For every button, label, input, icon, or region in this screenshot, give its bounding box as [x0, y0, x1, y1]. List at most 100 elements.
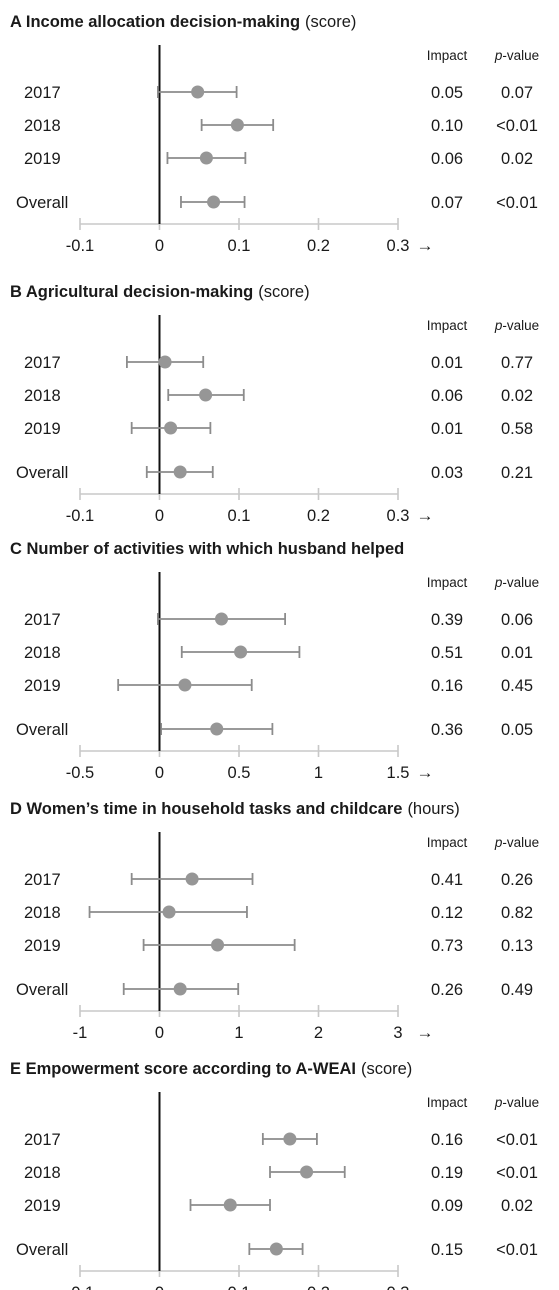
- p-value: 0.45: [501, 677, 533, 695]
- impact-value: 0.01: [431, 354, 463, 372]
- estimate-row: 2017 0.01 0.77: [24, 354, 533, 372]
- p-value: 0.21: [501, 464, 533, 482]
- x-tick-label: -0.5: [66, 764, 94, 782]
- impact-column-header: Impact: [427, 575, 468, 590]
- right-arrow-icon: →: [417, 506, 434, 525]
- panel-unit: (score): [305, 13, 356, 31]
- panel-unit: (score): [258, 283, 309, 301]
- row-label: 2018: [24, 644, 61, 662]
- x-tick-label: -1: [73, 1024, 88, 1042]
- impact-value: 0.06: [431, 387, 463, 405]
- row-label: Overall: [16, 981, 68, 999]
- point-estimate: [300, 1165, 314, 1179]
- panel-e: E Empowerment score according to A-WEAI (…: [10, 1060, 539, 1290]
- estimate-row: 2019 0.09 0.02: [24, 1197, 533, 1215]
- estimate-row: 2017 0.05 0.07: [24, 84, 533, 102]
- point-estimate: [199, 388, 213, 402]
- row-label: 2017: [24, 871, 61, 889]
- p-value: 0.13: [501, 937, 533, 955]
- impact-column-header: Impact: [427, 1095, 468, 1110]
- point-estimate: [158, 355, 172, 369]
- estimate-row: 2018 0.19 <0.01: [24, 1164, 538, 1182]
- panel-unit: (hours): [407, 800, 459, 818]
- x-tick-label: 0.3: [387, 1284, 410, 1290]
- x-tick-label: 0: [155, 507, 164, 525]
- estimate-row: 2019 0.01 0.58: [24, 420, 533, 438]
- x-tick-label: -0.1: [66, 1284, 94, 1290]
- x-tick-label: 0.2: [307, 237, 330, 255]
- x-tick-label: 0.2: [307, 1284, 330, 1290]
- right-arrow-icon: →: [417, 1283, 434, 1290]
- point-estimate: [178, 678, 192, 692]
- row-label: 2018: [24, 1164, 61, 1182]
- row-label: Overall: [16, 1241, 68, 1259]
- p-value: 0.49: [501, 981, 533, 999]
- point-estimate: [223, 1198, 237, 1212]
- x-tick-label: 0.3: [387, 507, 410, 525]
- point-estimate: [215, 612, 229, 626]
- panel-a: A Income allocation decision-making (scor…: [10, 13, 539, 255]
- impact-value: 0.01: [431, 420, 463, 438]
- estimate-row: Overall 0.26 0.49: [16, 981, 533, 999]
- panel-unit: (score): [361, 1060, 412, 1078]
- p-italic: p: [494, 835, 503, 850]
- row-label: 2018: [24, 387, 61, 405]
- estimate-row: 2019 0.73 0.13: [24, 937, 533, 955]
- impact-value: 0.16: [431, 677, 463, 695]
- impact-value: 0.36: [431, 721, 463, 739]
- p-value: 0.82: [501, 904, 533, 922]
- impact-value: 0.26: [431, 981, 463, 999]
- x-tick-label: 0: [155, 1284, 164, 1290]
- panel-letter: A: [10, 13, 26, 31]
- row-label: 2019: [24, 937, 61, 955]
- row-label: 2017: [24, 1131, 61, 1149]
- point-estimate: [269, 1242, 283, 1256]
- p-suffix: -value: [502, 575, 539, 590]
- p-italic: p: [494, 318, 503, 333]
- panel-title-text: Number of activities with which husband …: [27, 540, 405, 558]
- impact-value: 0.41: [431, 871, 463, 889]
- x-tick-label: 0: [155, 1024, 164, 1042]
- row-label: Overall: [16, 194, 68, 212]
- impact-value: 0.09: [431, 1197, 463, 1215]
- x-tick-label: 1: [234, 1024, 243, 1042]
- panel-d: D Women’s time in household tasks and ch…: [10, 800, 539, 1042]
- estimate-row: 2018 0.12 0.82: [24, 904, 533, 922]
- p-value: <0.01: [496, 1131, 538, 1149]
- row-label: 2019: [24, 677, 61, 695]
- p-value: 0.26: [501, 871, 533, 889]
- panel-title-text: Income allocation decision-making: [26, 13, 300, 31]
- right-arrow-icon: →: [417, 1023, 434, 1042]
- impact-value: 0.07: [431, 194, 463, 212]
- row-label: 2019: [24, 420, 61, 438]
- impact-value: 0.16: [431, 1131, 463, 1149]
- impact-value: 0.73: [431, 937, 463, 955]
- x-tick-label: 1: [314, 764, 323, 782]
- panel-title: B Agricultural decision-making (score): [10, 283, 310, 301]
- impact-column-header: Impact: [427, 48, 468, 63]
- p-value-column-header: p-value: [494, 48, 539, 63]
- panel-letter: C: [10, 540, 27, 558]
- p-value: 0.05: [501, 721, 533, 739]
- x-tick-label: 0.3: [387, 237, 410, 255]
- x-tick-label: 3: [393, 1024, 402, 1042]
- panel-letter: E: [10, 1060, 26, 1078]
- x-tick-label: 0.2: [307, 507, 330, 525]
- panel-letter: D: [10, 800, 27, 818]
- impact-value: 0.10: [431, 117, 463, 135]
- x-tick-label: -0.1: [66, 237, 94, 255]
- p-value-column-header: p-value: [494, 835, 539, 850]
- point-estimate: [162, 905, 176, 919]
- panel-title-text: Empowerment score according to A-WEAI: [26, 1060, 356, 1078]
- x-tick-label: 1.5: [387, 764, 410, 782]
- impact-column-header: Impact: [427, 318, 468, 333]
- p-value: 0.06: [501, 611, 533, 629]
- x-tick-label: 0.1: [228, 237, 251, 255]
- point-estimate: [211, 938, 225, 952]
- panel-title-text: Agricultural decision-making: [26, 283, 253, 301]
- point-estimate: [173, 982, 187, 996]
- x-tick-label: 0.5: [228, 764, 251, 782]
- p-value: 0.02: [501, 387, 533, 405]
- impact-value: 0.39: [431, 611, 463, 629]
